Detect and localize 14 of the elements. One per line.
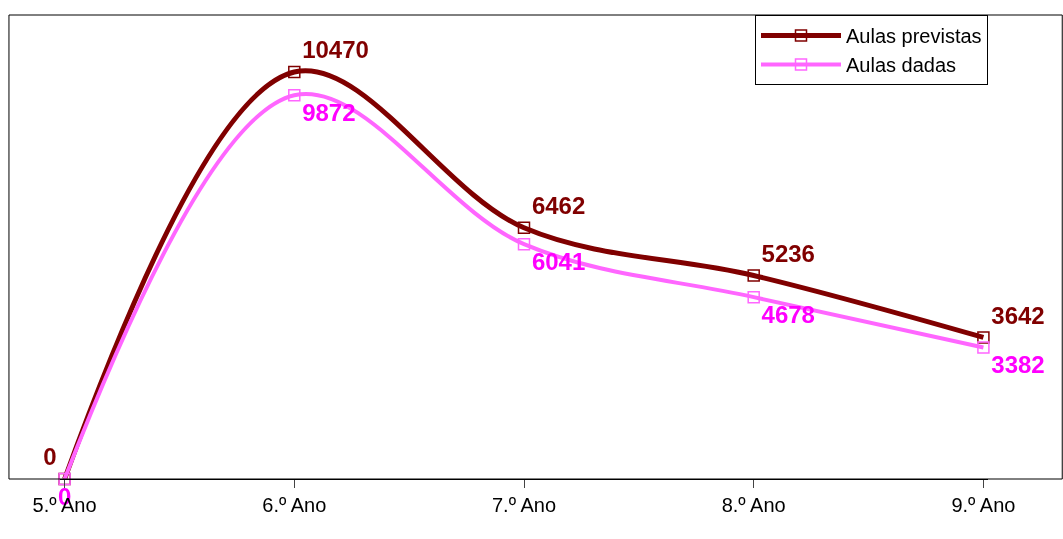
data-label: 4678 [761,301,815,329]
legend-label: Aulas previstas [846,25,982,48]
data-label: 5236 [761,239,815,267]
data-label: 9872 [302,99,356,127]
data-label: 0 [43,443,57,471]
data-label: 10470 [302,36,369,64]
data-label: 3382 [991,351,1045,379]
x-tick-label: 6.º Ano [262,494,327,516]
x-tick-label: 7.º Ano [491,494,557,516]
data-label: 3642 [991,301,1045,329]
legend-label: Aulas dadas [846,54,957,77]
x-tick-label: 8.º Ano [721,494,786,516]
data-label: 6462 [531,191,586,219]
x-tick-label: 9.º Ano [951,494,1016,516]
